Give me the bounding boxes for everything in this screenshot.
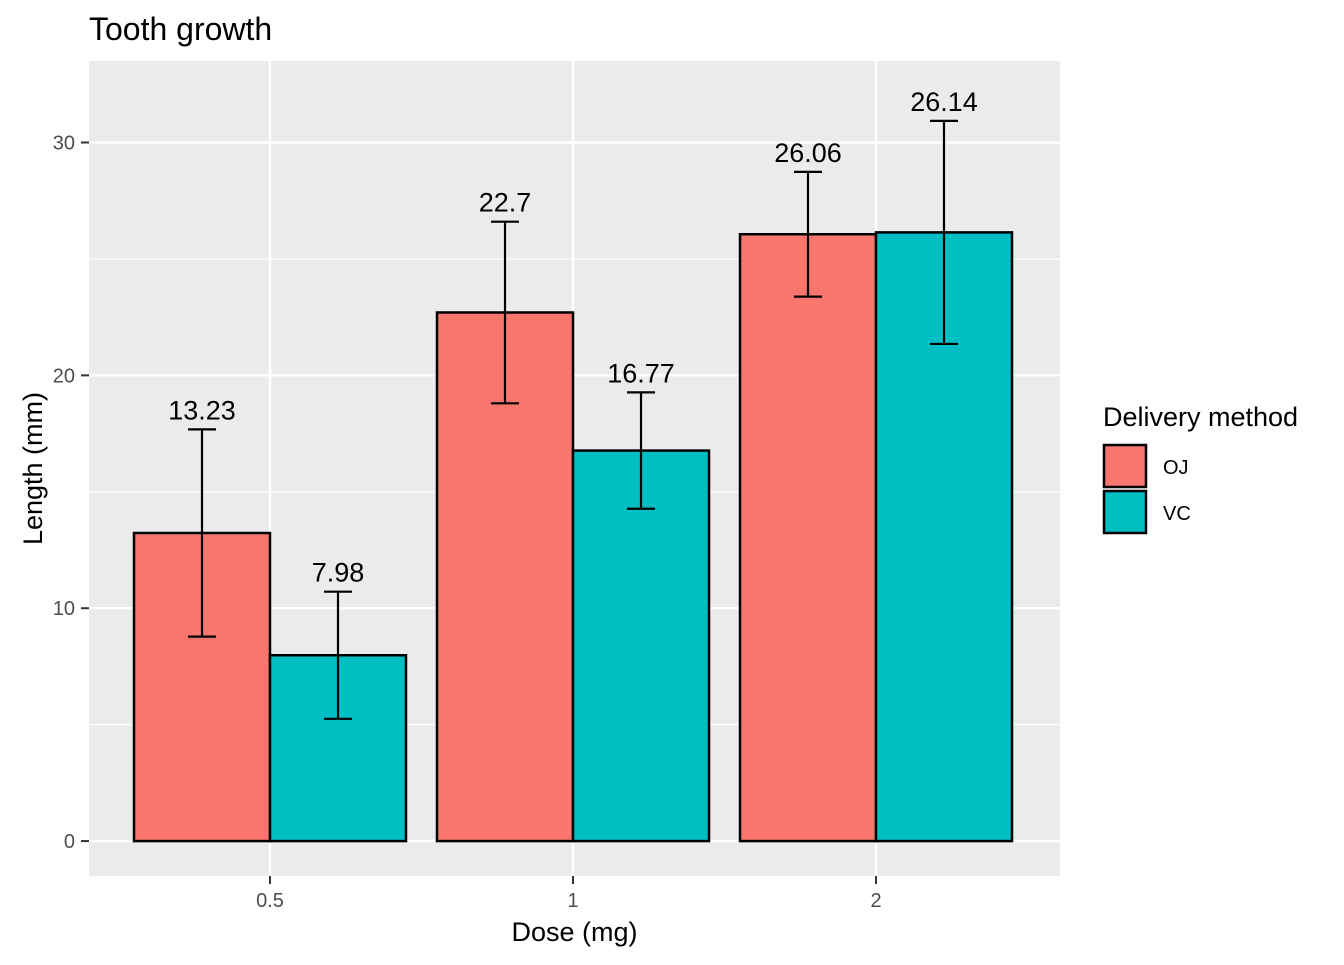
legend-label: OJ — [1163, 457, 1189, 479]
y-tick-label: 10 — [53, 598, 75, 620]
x-tick-label: 1 — [567, 890, 578, 912]
legend-label: VC — [1163, 503, 1191, 525]
legend-key-oj — [1102, 443, 1148, 489]
y-tick-label: 30 — [53, 133, 75, 155]
y-tick-label: 0 — [64, 831, 75, 853]
legend-key-vc — [1102, 489, 1148, 535]
bar-vc — [571, 449, 711, 843]
y-tick-label: 20 — [53, 365, 75, 387]
chart-title: Tooth growth — [89, 11, 272, 47]
x-tick-label: 2 — [870, 890, 881, 912]
x-axis-title: Dose (mg) — [511, 917, 637, 947]
data-label: 7.98 — [312, 558, 365, 588]
legend-title: Delivery method — [1103, 402, 1298, 432]
data-label: 13.23 — [168, 395, 236, 425]
data-label: 26.14 — [910, 87, 978, 117]
bar-oj — [738, 232, 878, 843]
legend: Delivery method OJ VC — [1102, 402, 1298, 535]
y-axis-title: Length (mm) — [18, 392, 48, 545]
data-label: 16.77 — [607, 358, 675, 388]
data-label: 22.7 — [479, 188, 532, 218]
x-tick-label: 0.5 — [256, 890, 284, 912]
data-label: 26.06 — [774, 138, 842, 168]
